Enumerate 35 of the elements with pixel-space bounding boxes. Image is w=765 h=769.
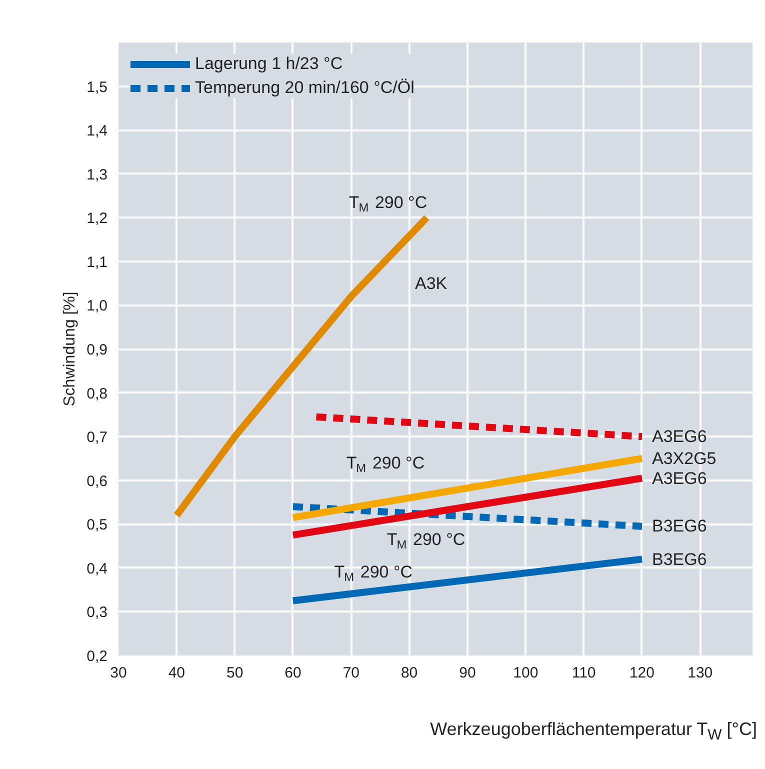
y-tick-label: 1,5 xyxy=(86,78,108,96)
y-tick-label: 1,0 xyxy=(86,298,108,315)
x-tick-label: 110 xyxy=(572,664,596,682)
y-tick-label: 0,4 xyxy=(86,560,108,578)
y-tick-label: 1,3 xyxy=(86,166,108,184)
annotation: B3EG6 xyxy=(652,550,707,569)
legend-label: Lagerung 1 h/23 °C xyxy=(195,54,343,74)
legend-label: Temperung 20 min/160 °C/Öl xyxy=(195,78,414,98)
x-tick-label: 120 xyxy=(629,664,655,682)
y-tick-label: 1,4 xyxy=(86,122,108,140)
y-tick-label: 0,8 xyxy=(86,385,108,402)
y-tick-label: 0,7 xyxy=(86,429,108,446)
x-tick-label: 30 xyxy=(110,664,127,682)
y-tick-label: 1,2 xyxy=(86,210,108,228)
x-tick-label: 100 xyxy=(513,664,538,682)
y-tick-label: 0,6 xyxy=(86,472,108,490)
x-tick-label: 80 xyxy=(400,664,418,682)
annotation: A3EG6 xyxy=(652,427,707,446)
y-tick-label: 0,3 xyxy=(86,604,108,622)
annotation: A3X2G5 xyxy=(652,449,716,468)
x-tick-label: 70 xyxy=(342,664,360,682)
y-tick-label: 0,5 xyxy=(86,516,108,534)
x-tick-label: 40 xyxy=(168,664,186,682)
annotation: B3EG6 xyxy=(652,516,707,536)
x-tick-label: 60 xyxy=(284,664,302,682)
x-tick-label: 90 xyxy=(459,664,476,682)
y-tick-label: 1,1 xyxy=(86,254,108,271)
x-axis-title: Werkzeugoberflächentemperatur T$_{W}$ [°C] xyxy=(430,718,757,746)
y-axis-title: Schwindung [%] xyxy=(62,292,79,406)
x-tick-label: 130 xyxy=(688,664,713,682)
y-tick-label: 0,9 xyxy=(86,342,108,358)
y-tick-label: 0,2 xyxy=(86,648,108,665)
x-tick-label: 50 xyxy=(226,664,244,682)
annotation: A3K xyxy=(415,274,448,293)
annotation: A3EG6 xyxy=(652,468,707,488)
